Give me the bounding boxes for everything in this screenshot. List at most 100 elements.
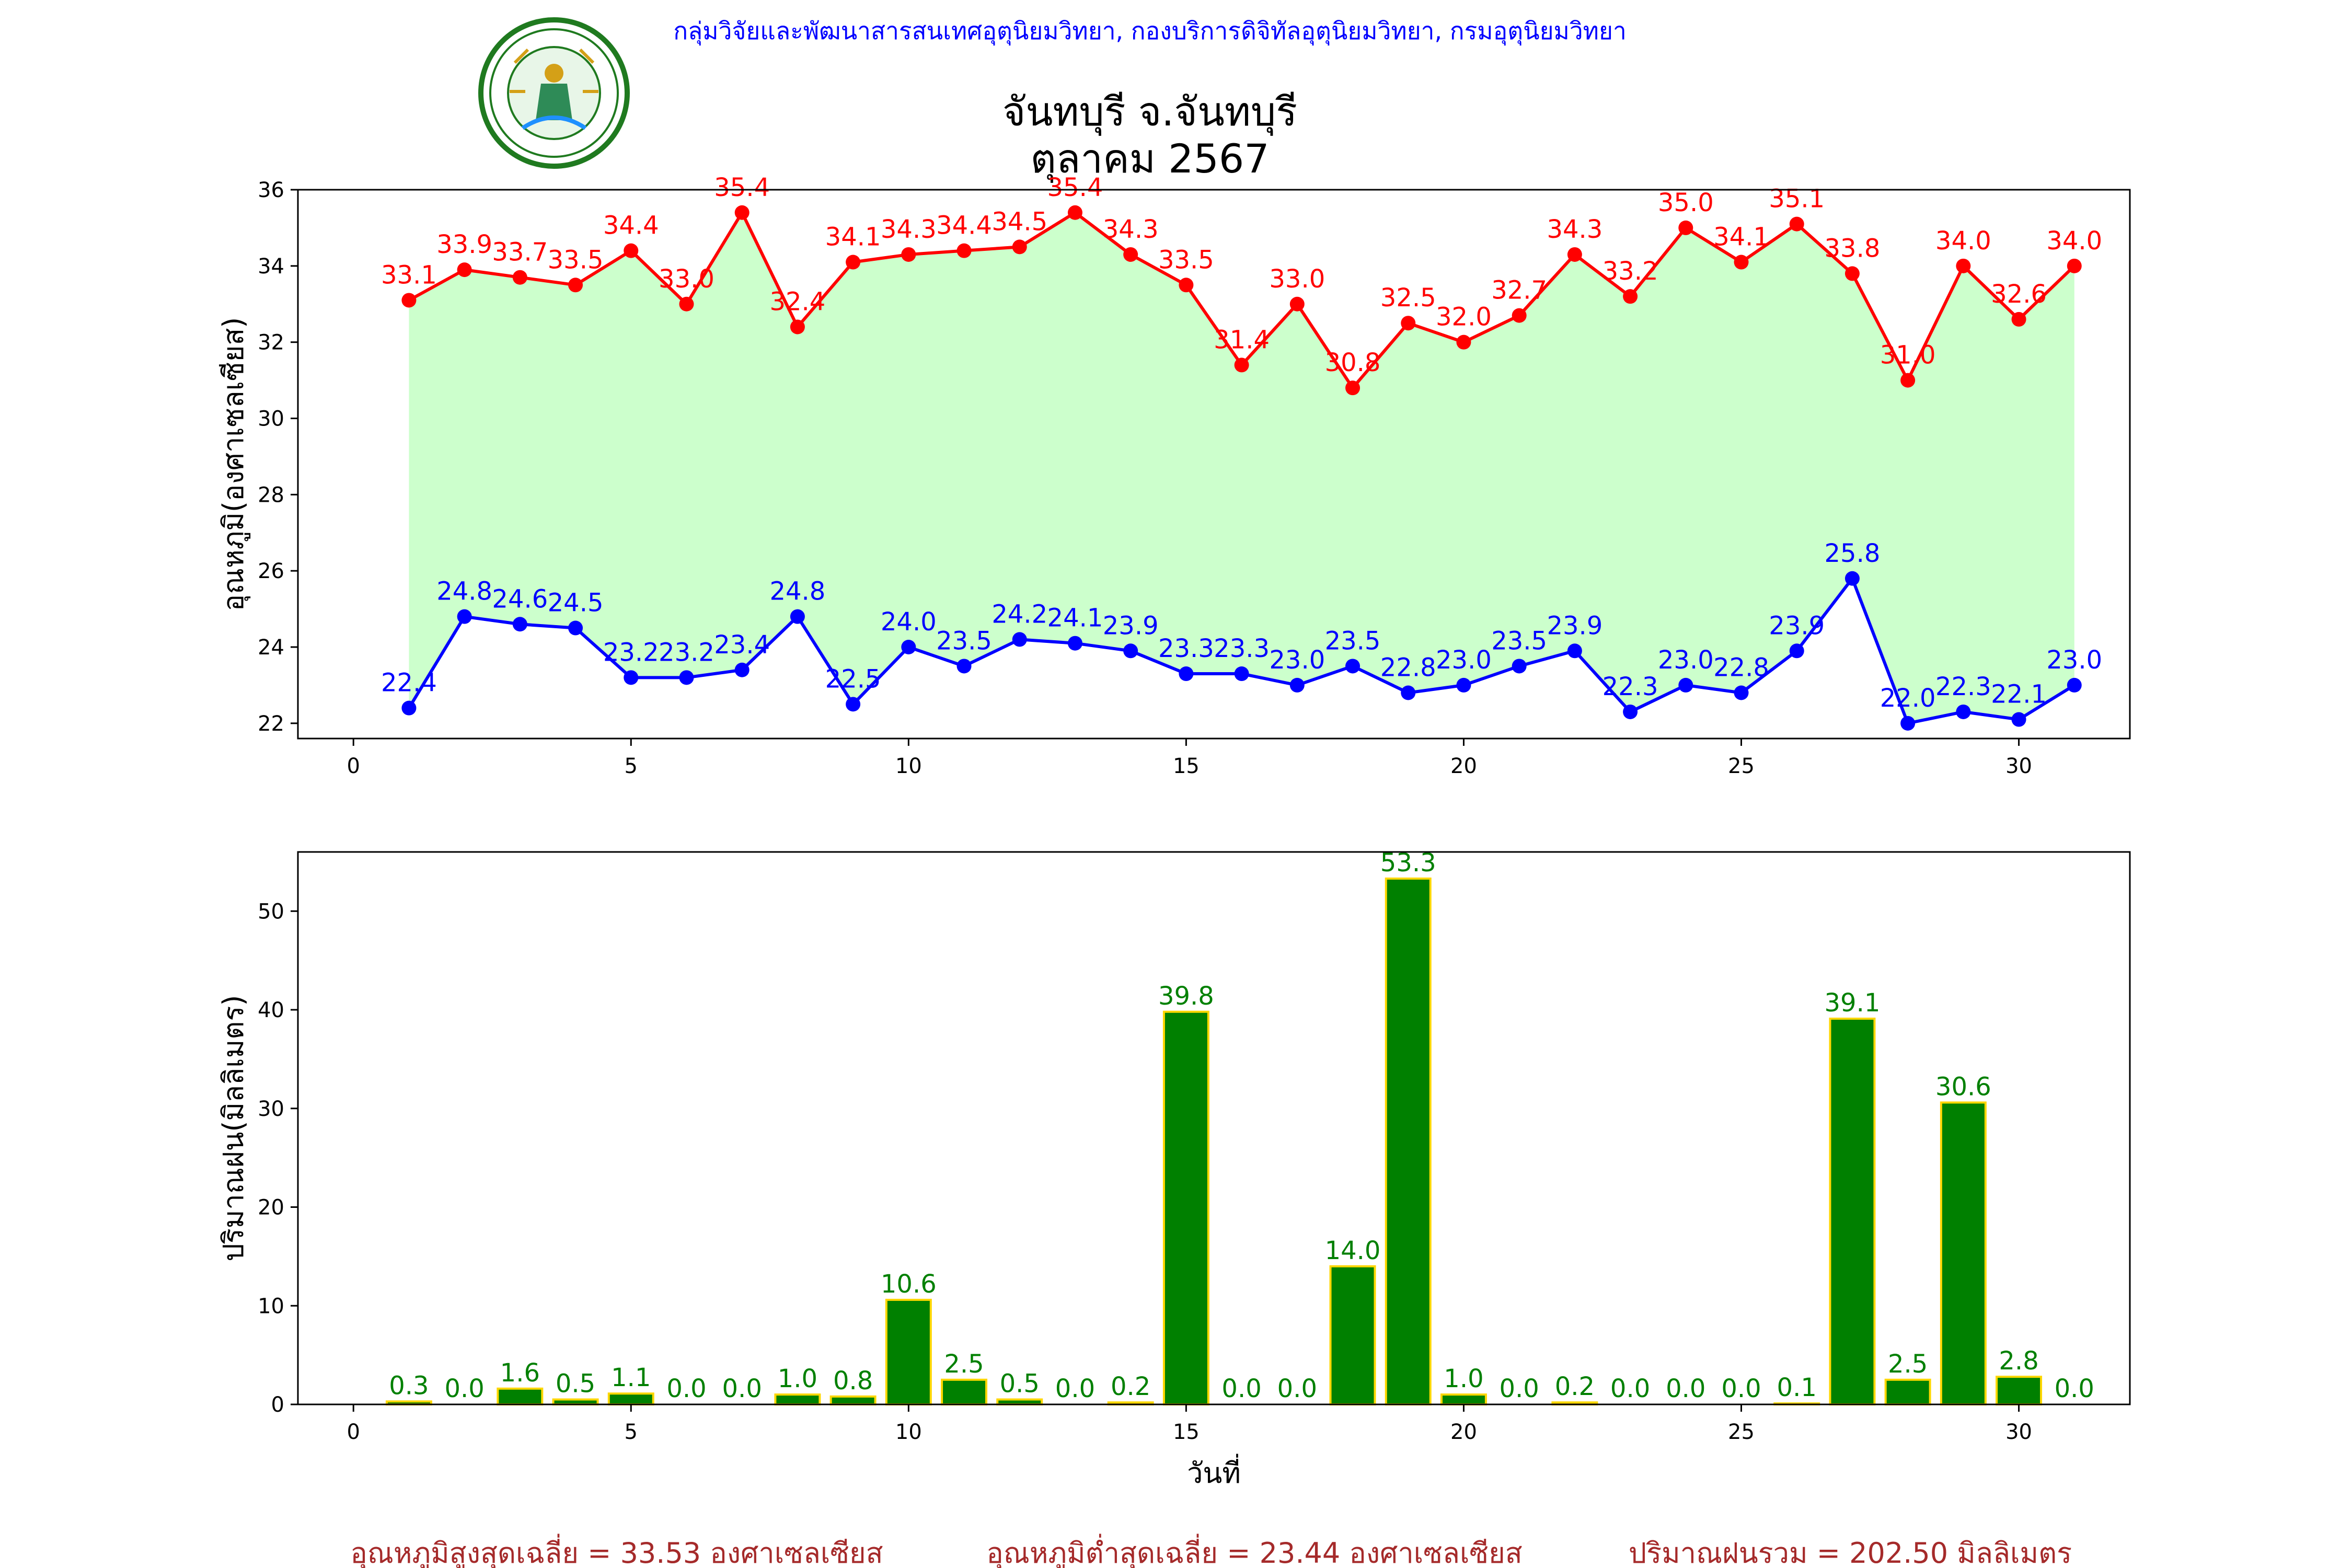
rain-bar [497, 1387, 544, 1406]
min-temp-point [846, 697, 861, 712]
min-temp-point [679, 670, 694, 685]
max-temp-data-label: 33.8 [1825, 234, 1881, 263]
max-temp-data-label: 32.4 [769, 287, 825, 317]
min-temp-data-label: 25.8 [1825, 539, 1881, 568]
rain-data-label: 0.8 [833, 1366, 873, 1396]
min-temp-point [901, 640, 916, 654]
min-temp-data-label: 24.2 [991, 599, 1047, 629]
min-temp-point [790, 609, 805, 624]
max-temp-point [1900, 373, 1916, 388]
rain-bar [774, 1393, 821, 1405]
rain-data-label: 0.3 [389, 1371, 429, 1400]
max-temp-point [568, 278, 583, 293]
min-temp-data-label: 23.0 [1658, 645, 1714, 675]
max-temp-point [2011, 312, 2026, 327]
rain-bar [1162, 1010, 1209, 1405]
rain-bar [607, 1392, 654, 1406]
min-temp-point [2067, 677, 2082, 693]
department-logo [478, 17, 630, 169]
max-temp-data-label: 35.1 [1769, 185, 1825, 214]
max-temp-point [1623, 289, 1638, 304]
max-temp-data-label: 33.9 [436, 230, 492, 259]
x-tick-label: 20 [1450, 754, 1477, 778]
min-temp-point [1012, 632, 1027, 647]
rainfall-y-axis-label: ปริมาณฝน(มิลลิเมตร) [217, 995, 250, 1262]
rain-data-label: 1.0 [778, 1364, 817, 1393]
rain-data-label: 0.2 [1111, 1372, 1150, 1401]
max-temp-point [1401, 316, 1416, 331]
min-temp-data-label: 22.0 [1880, 684, 1936, 713]
min-temp-data-label: 23.2 [603, 638, 659, 667]
max-temp-point [1067, 205, 1082, 220]
max-temp-data-label: 34.4 [603, 211, 659, 240]
rain-bar [1940, 1101, 1987, 1406]
x-tick-label: 30 [2005, 1420, 2032, 1444]
min-temp-data-label: 23.3 [1158, 634, 1214, 663]
rain-data-label: 14.0 [1325, 1236, 1381, 1265]
rain-data-label: 0.0 [1666, 1374, 1705, 1403]
min-temp-data-label: 23.0 [1436, 645, 1492, 675]
rain-data-label: 0.0 [666, 1374, 706, 1403]
max-temp-point [2067, 258, 2082, 273]
max-temp-data-label: 34.1 [825, 223, 881, 252]
min-temp-point [1401, 685, 1416, 700]
max-temp-point [401, 293, 417, 308]
y-tick-label: 0 [271, 1393, 284, 1417]
max-temp-point [1567, 247, 1582, 262]
max-temp-data-label: 33.5 [548, 245, 604, 274]
temperature-range-fill [409, 212, 2074, 723]
rain-bar [1440, 1393, 1487, 1405]
x-tick-label: 25 [1728, 1420, 1755, 1444]
rain-data-label: 0.0 [1277, 1374, 1317, 1403]
min-temp-point [1512, 659, 1527, 674]
max-temp-point [679, 296, 694, 312]
min-temp-data-label: 23.9 [1547, 611, 1602, 640]
min-temp-data-label: 23.0 [2046, 645, 2102, 675]
min-temp-data-label: 23.4 [714, 630, 770, 660]
max-temp-point [734, 205, 750, 220]
rainfall-chart: 0.3 0.0 1.6 0.5 1.1 0.0 0.0 1.0 0.8 10.6 2.5 0.5 0.0… [217, 848, 2131, 1490]
max-temp-data-label: 34.3 [1547, 215, 1602, 244]
min-temp-point [568, 620, 583, 636]
y-tick-label: 40 [258, 998, 284, 1022]
rain-data-label: 0.5 [1000, 1369, 1040, 1399]
summary-avg-min-temp: อุณหภูมิต่ำสุดเฉลี่ย = 23.44 องศาเซลเซีย… [986, 1534, 1522, 1568]
max-temp-point [1734, 255, 1749, 270]
max-temp-point [1456, 335, 1471, 350]
min-temp-point [1734, 685, 1749, 700]
temperature-plot-frame [297, 189, 2131, 740]
min-temp-point [1623, 704, 1638, 719]
y-tick-label: 30 [258, 407, 284, 431]
rain-data-label: 0.0 [1055, 1374, 1095, 1403]
chart-title-month: ตุลาคม 2567 [1030, 135, 1269, 183]
rain-bar [941, 1378, 988, 1405]
min-temp-data-label: 23.2 [659, 638, 714, 667]
min-temp-data-label: 22.8 [1713, 653, 1769, 683]
y-tick-label: 32 [258, 331, 284, 355]
rain-data-label: 1.1 [611, 1363, 651, 1392]
max-temp-data-label: 32.0 [1436, 303, 1492, 332]
x-tick-label: 20 [1450, 1420, 1477, 1444]
rain-data-label: 1.6 [500, 1358, 540, 1388]
rainfall-x-axis-label: วันที่ [1187, 1454, 1241, 1490]
max-temp-point [1234, 358, 1249, 373]
max-temp-data-label: 34.0 [1935, 226, 1991, 256]
y-tick-label: 30 [258, 1097, 284, 1121]
min-temp-data-label: 24.8 [769, 577, 825, 606]
max-temp-point [1789, 216, 1804, 232]
min-temp-point [1956, 704, 1971, 719]
min-temp-data-label: 23.9 [1769, 611, 1825, 640]
min-temp-data-label: 24.8 [436, 577, 492, 606]
max-temp-data-label: 35.4 [1047, 173, 1103, 202]
max-temp-data-label: 33.7 [492, 238, 548, 267]
max-temp-point [1844, 266, 1860, 281]
min-temp-data-label: 23.5 [936, 626, 992, 655]
x-tick-label: 30 [2005, 754, 2032, 778]
max-temp-data-label: 33.5 [1158, 245, 1214, 274]
rain-data-label: 0.0 [2055, 1374, 2094, 1403]
min-temp-point [1234, 666, 1249, 682]
min-temp-data-label: 22.8 [1380, 653, 1436, 683]
rain-data-label: 1.0 [1444, 1364, 1483, 1393]
min-temp-point [1179, 666, 1194, 682]
